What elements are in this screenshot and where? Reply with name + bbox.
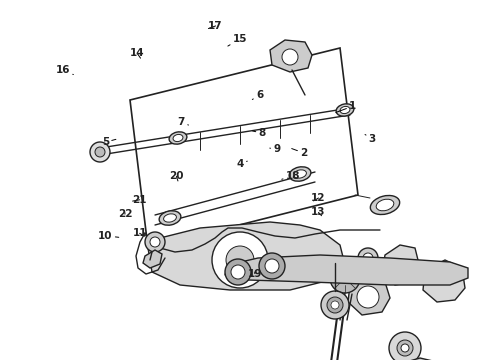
Ellipse shape [164, 214, 176, 222]
Text: 9: 9 [270, 144, 280, 154]
Text: 19: 19 [247, 269, 262, 279]
Circle shape [150, 237, 160, 247]
Text: 12: 12 [311, 193, 326, 203]
Circle shape [145, 232, 165, 252]
Text: 10: 10 [98, 231, 119, 241]
Polygon shape [130, 48, 358, 248]
Text: 11: 11 [132, 228, 147, 238]
Text: 17: 17 [208, 21, 223, 31]
Circle shape [265, 259, 279, 273]
Ellipse shape [159, 211, 181, 225]
Circle shape [90, 142, 110, 162]
Circle shape [95, 147, 105, 157]
Ellipse shape [340, 107, 350, 113]
Ellipse shape [169, 132, 187, 144]
Circle shape [401, 344, 409, 352]
Circle shape [331, 301, 339, 309]
Polygon shape [348, 278, 390, 315]
Text: 18: 18 [282, 171, 300, 181]
Polygon shape [225, 255, 468, 285]
Circle shape [389, 332, 421, 360]
Circle shape [358, 248, 378, 268]
Polygon shape [143, 250, 162, 268]
Text: 20: 20 [169, 171, 184, 181]
Polygon shape [270, 40, 312, 72]
Ellipse shape [370, 195, 400, 215]
Text: 15: 15 [228, 34, 247, 46]
Text: 6: 6 [252, 90, 263, 100]
Text: 2: 2 [292, 148, 307, 158]
Text: 8: 8 [253, 128, 266, 138]
Text: 16: 16 [55, 65, 74, 75]
Circle shape [212, 232, 268, 288]
Polygon shape [382, 245, 420, 285]
Text: 1: 1 [336, 101, 356, 112]
Ellipse shape [289, 167, 311, 181]
Ellipse shape [336, 104, 354, 116]
Circle shape [330, 263, 360, 293]
Text: 3: 3 [365, 134, 376, 144]
Text: 13: 13 [311, 207, 326, 217]
Circle shape [357, 286, 379, 308]
Text: 21: 21 [132, 195, 147, 205]
Text: 4: 4 [236, 159, 247, 169]
Text: 5: 5 [102, 137, 116, 147]
Circle shape [321, 291, 349, 319]
Ellipse shape [173, 134, 183, 141]
Text: 14: 14 [130, 48, 145, 58]
Ellipse shape [376, 199, 394, 211]
Polygon shape [378, 358, 460, 360]
Circle shape [225, 259, 251, 285]
Circle shape [363, 253, 373, 263]
Circle shape [282, 49, 298, 65]
Text: 22: 22 [118, 209, 132, 219]
Circle shape [327, 297, 343, 313]
Circle shape [259, 253, 285, 279]
Text: 7: 7 [177, 117, 189, 127]
Polygon shape [423, 260, 465, 302]
Circle shape [231, 265, 245, 279]
Circle shape [226, 246, 254, 274]
Circle shape [397, 340, 413, 356]
Polygon shape [148, 222, 345, 290]
Ellipse shape [294, 170, 306, 178]
